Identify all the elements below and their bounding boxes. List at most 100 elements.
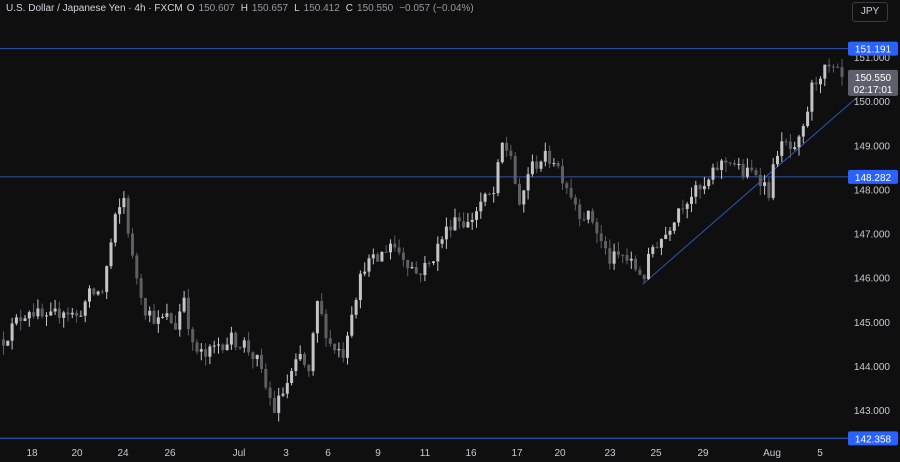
candle-up xyxy=(745,167,749,177)
open-value: 150.607 xyxy=(198,3,235,14)
candle-down xyxy=(784,141,788,143)
candle-up xyxy=(776,155,779,165)
candle-up xyxy=(453,217,457,231)
candle-down xyxy=(634,258,638,270)
change-value: −0.057 (−0.04%) xyxy=(399,3,474,14)
candle-up xyxy=(664,234,668,240)
candle-down xyxy=(724,160,728,163)
candle-down xyxy=(260,354,263,369)
candle-up xyxy=(255,354,259,359)
candle-up xyxy=(436,243,440,262)
candle-down xyxy=(788,141,792,149)
candle-down xyxy=(733,162,736,165)
candle-up xyxy=(410,267,414,269)
candle-down xyxy=(19,317,23,321)
candle-up xyxy=(298,354,302,360)
current-price-label: 150.550 xyxy=(855,73,892,84)
candle-down xyxy=(518,183,521,205)
candle-up xyxy=(707,179,711,187)
y-tick-label: 143.000 xyxy=(854,406,891,417)
candle-down xyxy=(419,273,423,276)
candle-down xyxy=(591,210,595,223)
high-value: 150.657 xyxy=(251,3,289,14)
candle-up xyxy=(311,333,315,372)
candle-down xyxy=(487,193,491,195)
candle-down xyxy=(535,161,539,169)
candle-down xyxy=(642,274,646,280)
currency-button[interactable]: JPY xyxy=(852,2,888,22)
candle-up xyxy=(492,193,496,195)
candle-down xyxy=(758,174,762,187)
x-tick-label: 20 xyxy=(554,448,566,459)
candle-down xyxy=(100,291,104,293)
candle-up xyxy=(702,186,706,190)
candle-down xyxy=(767,182,771,198)
y-tick-label: 146.000 xyxy=(854,274,891,285)
candle-up xyxy=(337,349,341,351)
candle-up xyxy=(109,242,113,267)
x-tick-label: Jul xyxy=(233,448,246,459)
symbol-title: U.S. Dollar / Japanese Yen · 4h · FXCM xyxy=(6,3,183,14)
candle-up xyxy=(165,313,169,317)
candle-down xyxy=(303,354,306,365)
candle-up xyxy=(651,247,655,254)
candle-up xyxy=(668,230,672,235)
candle-up xyxy=(354,300,358,315)
candle-down xyxy=(427,262,431,264)
candle-down xyxy=(2,339,5,346)
candle-up xyxy=(612,251,616,264)
trendline-group[interactable] xyxy=(642,96,859,285)
candle-down xyxy=(393,243,397,248)
candle-down xyxy=(195,342,199,352)
candle-up xyxy=(294,359,298,371)
candle-up xyxy=(819,78,822,85)
candle-up xyxy=(690,196,693,204)
candle-up xyxy=(711,167,715,180)
candle-up xyxy=(771,164,775,198)
level-badge-label: 142.358 xyxy=(855,434,892,445)
candle-up xyxy=(83,301,87,316)
candle-up xyxy=(199,349,203,352)
candle-up xyxy=(212,345,216,347)
candle-up xyxy=(118,207,122,215)
candle-down xyxy=(621,254,625,256)
candle-down xyxy=(152,310,156,324)
candle-down xyxy=(548,150,552,164)
candle-down xyxy=(169,313,173,324)
candle-up xyxy=(672,222,676,231)
candle-down xyxy=(831,66,835,68)
candle-up xyxy=(285,383,289,394)
x-tick-label: 25 xyxy=(650,448,662,459)
candle-up xyxy=(801,125,805,137)
candle-up xyxy=(432,261,435,264)
x-tick-label: 24 xyxy=(117,448,129,459)
y-tick-label: 144.000 xyxy=(854,362,891,373)
candle-down xyxy=(333,343,337,351)
x-tick-label: 3 xyxy=(283,448,289,459)
candle-down xyxy=(320,301,324,314)
candle-down xyxy=(221,344,225,351)
candle-down xyxy=(599,233,603,242)
candle-up xyxy=(367,258,371,272)
high-label: H xyxy=(240,3,248,14)
candle-down xyxy=(234,332,238,348)
candle-down xyxy=(131,233,134,256)
candle-up xyxy=(315,301,319,334)
candle-up xyxy=(522,190,526,205)
candle-up xyxy=(53,308,57,312)
chart-header: U.S. Dollar / Japanese Yen · 4h · FXCM O… xyxy=(6,3,476,14)
candle-down xyxy=(840,67,844,77)
candle-up xyxy=(208,346,212,357)
candle-up xyxy=(281,393,285,396)
candle-down xyxy=(582,218,586,220)
candle-down xyxy=(247,340,251,353)
candle-down xyxy=(561,166,564,184)
candle-down xyxy=(573,197,577,205)
level-badge xyxy=(848,41,898,56)
y-axis-ticks: 151.000 150.000 149.000 148.000 147.000 146.0… xyxy=(854,53,891,417)
level-badge-label: 151.191 xyxy=(855,45,892,56)
support-trendline[interactable] xyxy=(642,96,859,285)
candle-up xyxy=(148,310,152,316)
x-tick-label: 16 xyxy=(465,448,477,459)
